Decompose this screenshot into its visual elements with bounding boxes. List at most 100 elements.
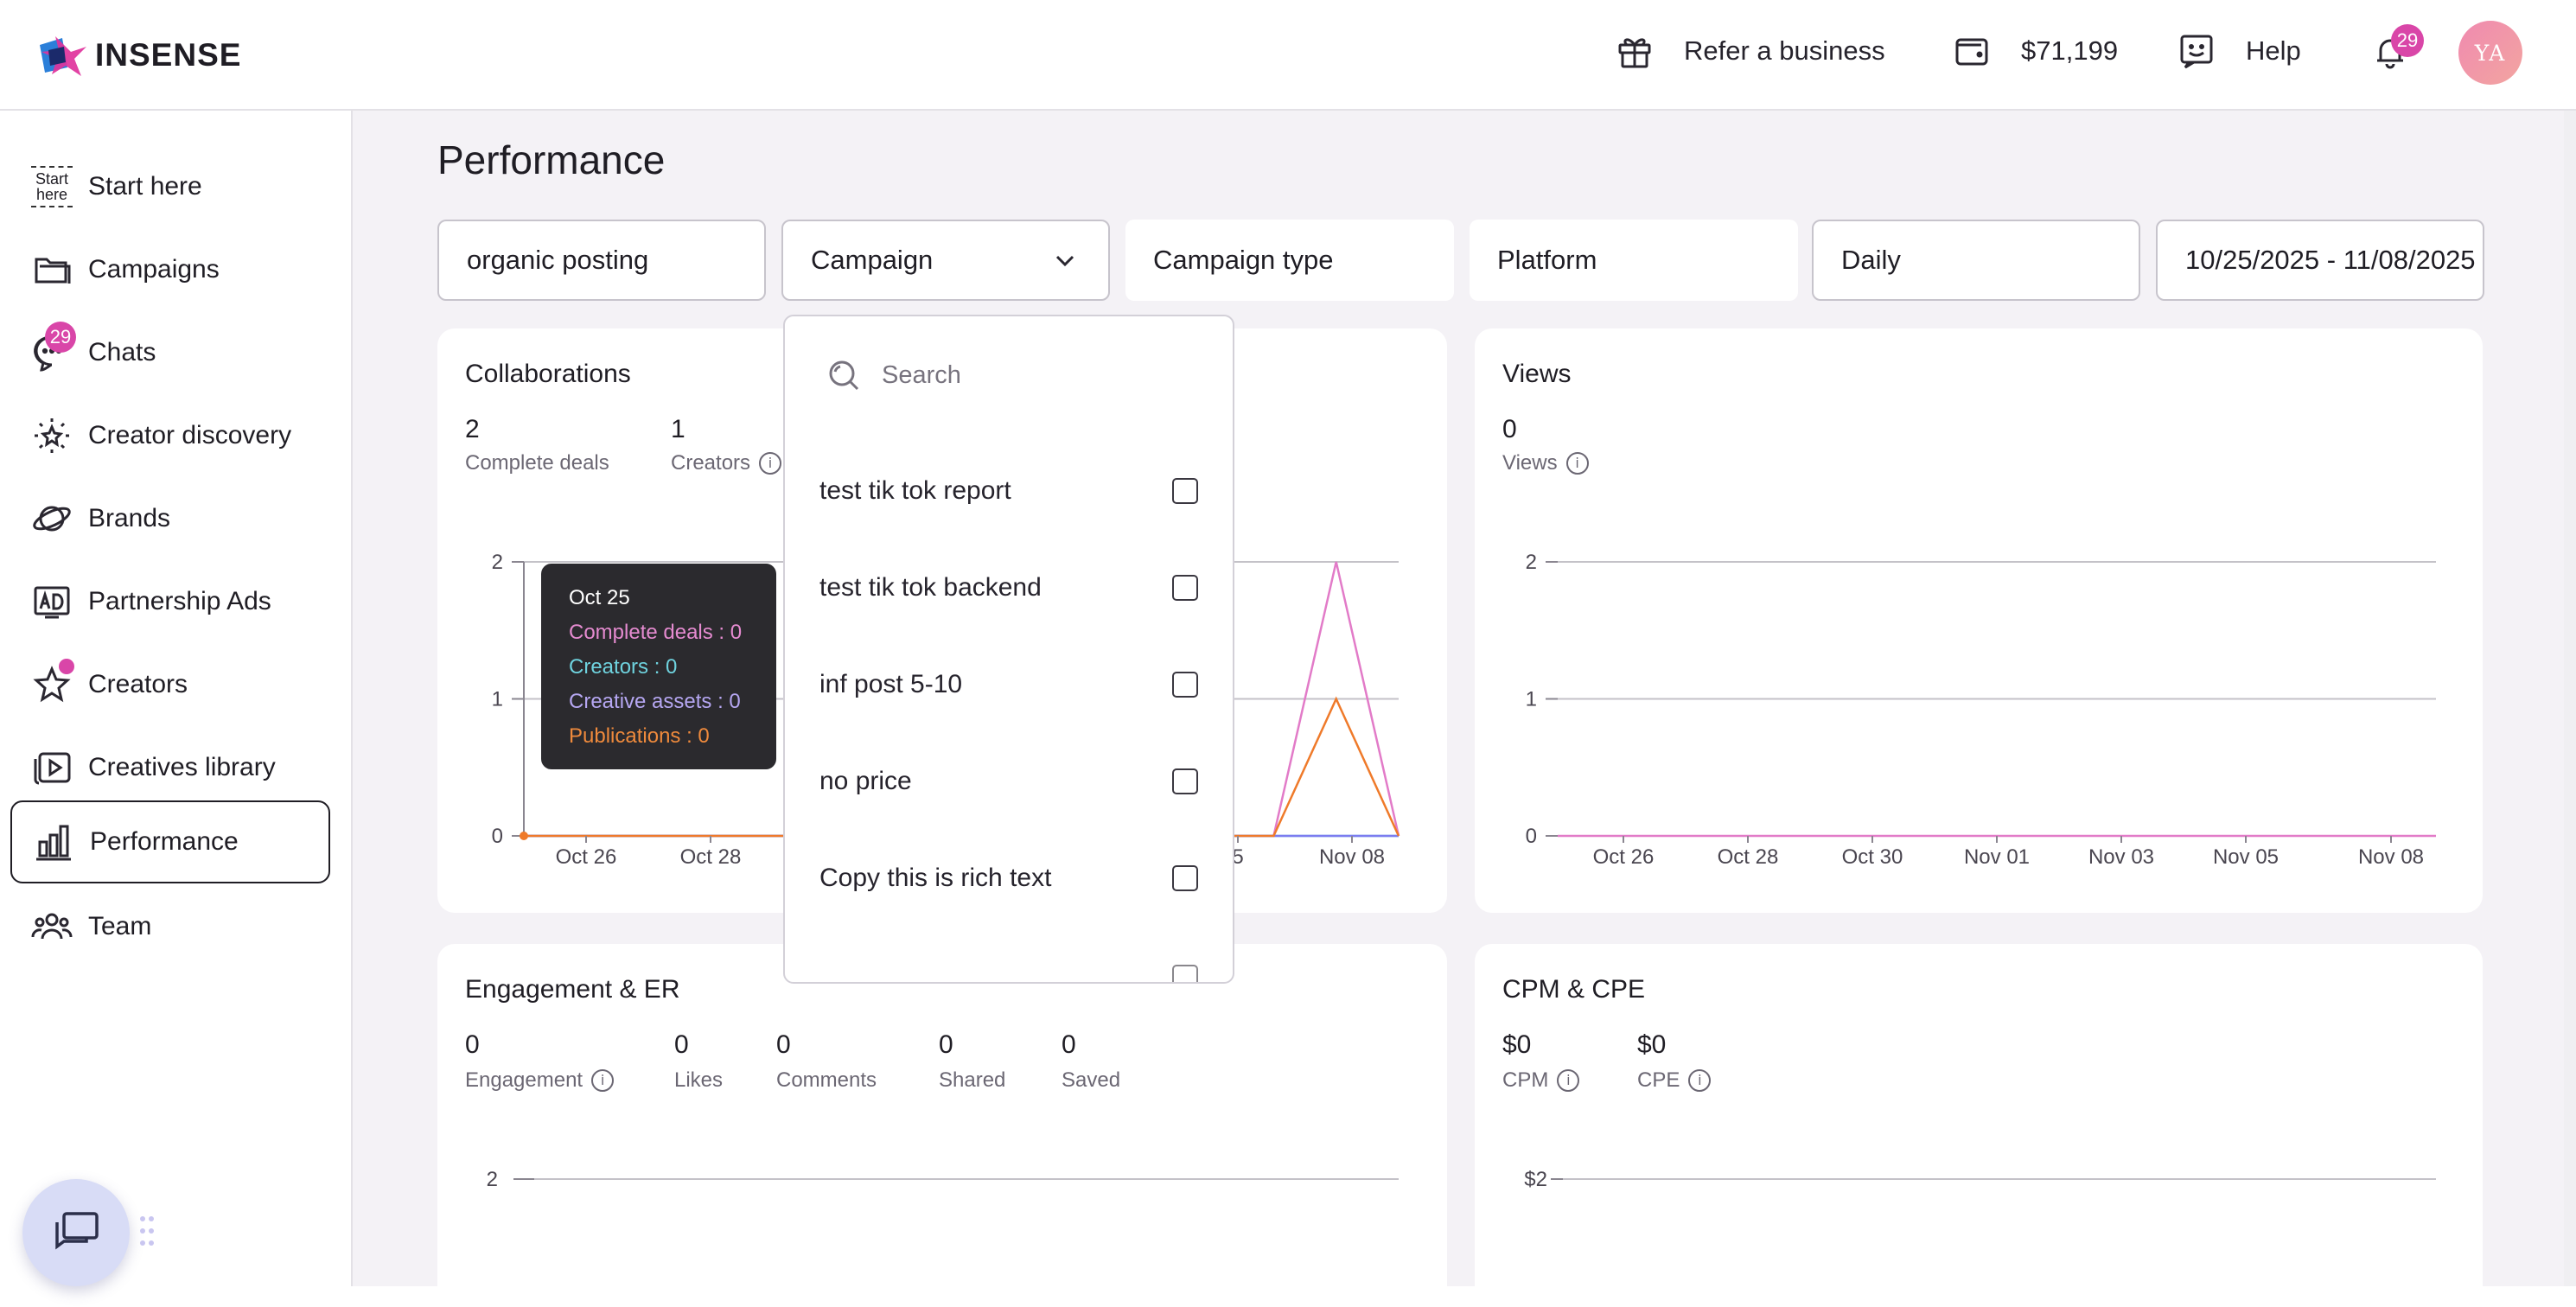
star-icon bbox=[33, 666, 71, 703]
complete-deals-label-text: Complete deals bbox=[465, 451, 609, 475]
sidebar-item-creator-discovery[interactable]: Creator discovery bbox=[10, 396, 327, 475]
campaign-option[interactable]: test tik tok report bbox=[819, 465, 1198, 517]
sidebar: Start here Start here Campaigns 29 Chats… bbox=[0, 111, 353, 1286]
wallet-icon bbox=[1955, 38, 1988, 66]
sidebar-item-brands[interactable]: Brands bbox=[10, 479, 327, 558]
sidebar-item-team[interactable]: Team bbox=[10, 887, 327, 966]
info-icon[interactable]: i bbox=[591, 1069, 615, 1092]
start-here-icon-text-2: here bbox=[35, 186, 68, 203]
comments-value: 0 bbox=[776, 1030, 791, 1059]
x-tick-label: Oct 26 bbox=[1593, 845, 1655, 869]
sidebar-item-label: Creators bbox=[88, 670, 188, 698]
complete-deals-label: Complete deals bbox=[465, 451, 609, 475]
cpm-title: CPM & CPE bbox=[1502, 975, 1646, 1004]
support-chat-button[interactable] bbox=[22, 1179, 130, 1286]
refer-business-link[interactable]: Refer a business bbox=[1615, 31, 1885, 71]
user-avatar[interactable]: YA bbox=[2458, 21, 2522, 85]
sidebar-item-label: Creatives library bbox=[88, 753, 276, 781]
campaign-option-checkbox[interactable] bbox=[1172, 965, 1198, 982]
top-bar: INSENSE Refer a business $71,199 Help bbox=[0, 0, 2576, 111]
search-icon bbox=[829, 360, 859, 391]
sidebar-item-creators[interactable]: Creators bbox=[10, 645, 327, 724]
info-icon[interactable]: i bbox=[1565, 452, 1589, 475]
planet-icon bbox=[33, 506, 71, 532]
x-tick-label: Oct 28 bbox=[1718, 845, 1779, 869]
y-tick-label: 2 bbox=[1526, 551, 1537, 574]
start-here-icon-text-1: Start bbox=[35, 170, 68, 188]
campaign-dropdown: Search test tik tok report test tik tok … bbox=[783, 315, 1234, 984]
campaign-type-filter-label: Campaign type bbox=[1153, 245, 1334, 275]
campaign-option[interactable]: inf post 5-10 bbox=[819, 659, 1198, 711]
sidebar-item-label: Creator discovery bbox=[88, 421, 292, 449]
campaign-option[interactable]: Copy this is rich text bbox=[819, 852, 1198, 904]
info-icon[interactable]: i bbox=[759, 452, 782, 475]
brand-name: INSENSE bbox=[95, 37, 242, 73]
views-chart: 0 1 2 Oct 26 Oct 28 Oct 30 Nov 01 Nov 03 Nov 05 N… bbox=[1526, 551, 2436, 869]
campaign-option-partial[interactable] bbox=[819, 946, 1198, 982]
platform-filter-label: Platform bbox=[1497, 245, 1597, 275]
shared-value: 0 bbox=[939, 1030, 953, 1059]
chart-tooltip: Oct 25 Complete deals : 0 Creators : 0 C… bbox=[541, 564, 776, 769]
dropdown-search[interactable]: Search bbox=[826, 358, 961, 392]
cpe-label-text: CPE bbox=[1637, 1068, 1680, 1092]
sidebar-item-label: Partnership Ads bbox=[88, 587, 271, 615]
balance-amount: $71,199 bbox=[2021, 35, 2119, 66]
sidebar-item-label: Chats bbox=[88, 338, 156, 367]
page-scrollbar[interactable] bbox=[2564, 111, 2576, 1286]
campaign-option-checkbox[interactable] bbox=[1172, 672, 1198, 698]
notifications-button[interactable]: 29 bbox=[2370, 24, 2424, 76]
platform-filter[interactable]: Platform bbox=[1470, 220, 1798, 301]
campaign-option-checkbox[interactable] bbox=[1172, 865, 1198, 891]
date-range-filter[interactable]: 10/25/2025 - 11/08/2025 bbox=[2156, 220, 2484, 301]
tooltip-line-creators: Creators : 0 bbox=[569, 655, 678, 679]
granularity-filter-value: Daily bbox=[1841, 245, 1901, 275]
views-label: Views i bbox=[1502, 451, 1589, 475]
balance-button[interactable]: $71,199 bbox=[1952, 31, 2118, 71]
campaign-option-checkbox[interactable] bbox=[1172, 768, 1198, 794]
comments-label: Comments bbox=[776, 1068, 877, 1092]
hover-point-marker bbox=[520, 832, 528, 840]
campaign-option-label: Copy this is rich text bbox=[819, 864, 1052, 892]
drag-handle-icon[interactable] bbox=[138, 1214, 156, 1248]
folder-icon bbox=[35, 258, 71, 284]
sidebar-item-performance[interactable]: Performance bbox=[10, 800, 330, 883]
sidebar-item-creatives-library[interactable]: Creatives library bbox=[10, 728, 327, 807]
sidebar-item-start-here[interactable]: Start here Start here bbox=[10, 147, 327, 226]
discovery-icon bbox=[35, 418, 69, 453]
y-tick-label: 2 bbox=[487, 1168, 498, 1191]
video-library-icon bbox=[34, 752, 71, 785]
likes-value: 0 bbox=[674, 1030, 689, 1059]
x-tick-label: Nov 01 bbox=[1964, 845, 2030, 869]
tooltip-line-publications: Publications : 0 bbox=[569, 724, 710, 748]
brand-logo[interactable]: INSENSE bbox=[36, 33, 241, 78]
help-button[interactable]: Help bbox=[2177, 31, 2301, 71]
sidebar-item-campaigns[interactable]: Campaigns bbox=[10, 230, 327, 309]
campaign-option[interactable]: test tik tok backend bbox=[819, 562, 1198, 614]
cpm-chart: $2 bbox=[1524, 1168, 2436, 1191]
sidebar-item-partnership-ads[interactable]: Partnership Ads bbox=[10, 562, 327, 641]
dropdown-search-placeholder: Search bbox=[882, 360, 961, 389]
info-icon[interactable]: i bbox=[1557, 1069, 1580, 1092]
start-here-icon: Start here bbox=[31, 166, 73, 207]
sidebar-item-label: Performance bbox=[90, 827, 239, 856]
campaign-option-checkbox[interactable] bbox=[1172, 478, 1198, 504]
info-icon[interactable]: i bbox=[1688, 1069, 1712, 1092]
creators-dot-badge bbox=[59, 659, 74, 674]
campaign-filter[interactable]: Campaign bbox=[781, 220, 1110, 301]
sidebar-item-chats[interactable]: 29 Chats bbox=[10, 313, 327, 392]
cpm-label-text: CPM bbox=[1502, 1068, 1549, 1092]
campaign-option-checkbox[interactable] bbox=[1172, 575, 1198, 601]
brand-filter[interactable]: organic posting bbox=[437, 220, 766, 301]
brand-filter-value: organic posting bbox=[467, 245, 649, 275]
campaign-option[interactable]: no price bbox=[819, 756, 1198, 807]
campaign-type-filter[interactable]: Campaign type bbox=[1125, 220, 1454, 301]
campaign-option-label: test tik tok report bbox=[819, 476, 1011, 505]
x-tick-label: Nov 05 bbox=[2213, 845, 2279, 869]
x-tick-label: Oct 28 bbox=[680, 845, 742, 869]
granularity-filter[interactable]: Daily bbox=[1812, 220, 2140, 301]
campaign-option-label: test tik tok backend bbox=[819, 573, 1042, 602]
shared-label: Shared bbox=[939, 1068, 1006, 1092]
x-tick-label: 5 bbox=[1232, 845, 1243, 869]
team-icon bbox=[31, 913, 73, 940]
help-face-icon bbox=[2180, 35, 2213, 69]
